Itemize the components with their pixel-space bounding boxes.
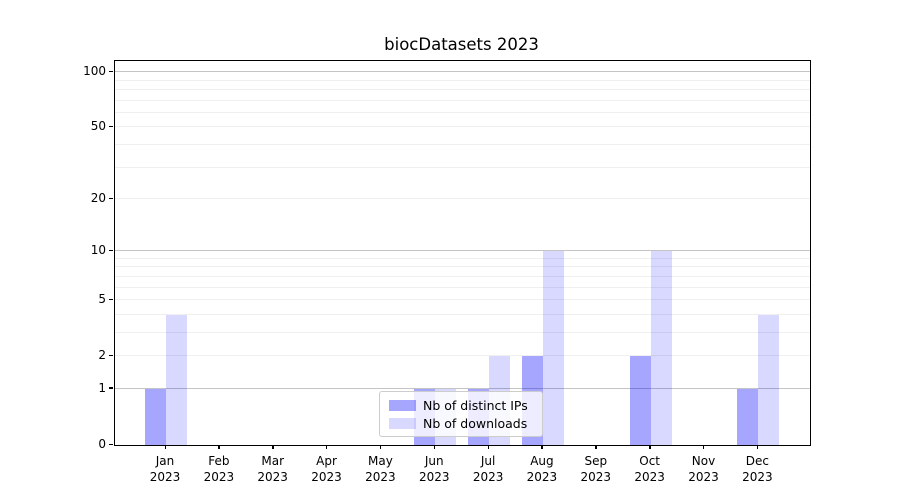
gridline-minor bbox=[115, 79, 810, 81]
x-tick-label: Oct 2023 bbox=[634, 454, 665, 484]
y-tick-label: 20 bbox=[90, 191, 106, 205]
y-tick-mark bbox=[109, 298, 113, 301]
x-tick-mark bbox=[218, 445, 220, 449]
x-tick-label: Jul 2023 bbox=[472, 454, 504, 484]
x-tick-mark bbox=[433, 445, 436, 449]
x-tick-label: Dec 2023 bbox=[742, 454, 773, 484]
y-tick-mark bbox=[109, 197, 113, 199]
legend-item-downloads: Nb of downloads bbox=[380, 416, 542, 431]
gridline-minor bbox=[115, 198, 810, 200]
gridline-minor bbox=[115, 286, 810, 288]
bar-distinct-ips bbox=[737, 389, 759, 445]
x-tick-label: May 2023 bbox=[365, 454, 396, 484]
gridline-minor bbox=[115, 266, 810, 268]
gridline-minor bbox=[115, 111, 810, 113]
x-tick-label: Mar 2023 bbox=[257, 454, 288, 484]
y-tick-mark bbox=[109, 70, 113, 72]
legend-swatch-distinct-ips bbox=[389, 399, 416, 411]
gridline-minor bbox=[115, 275, 810, 277]
legend-swatch-downloads bbox=[389, 417, 416, 429]
x-tick-label: Jan 2023 bbox=[149, 454, 181, 484]
x-tick-mark bbox=[756, 445, 759, 449]
gridline-minor bbox=[115, 143, 810, 145]
bar-distinct-ips bbox=[145, 389, 166, 445]
y-tick-mark bbox=[109, 249, 113, 252]
bar-downloads bbox=[650, 251, 672, 445]
gridline-minor bbox=[115, 166, 810, 168]
y-tick-label: 50 bbox=[90, 119, 106, 134]
x-tick-label: Jun 2023 bbox=[418, 454, 450, 484]
gridline-minor bbox=[115, 99, 810, 101]
y-tick-label: 100 bbox=[83, 64, 106, 79]
gridline-minor bbox=[115, 299, 810, 301]
x-tick-label: Nov 2023 bbox=[688, 454, 719, 484]
x-tick-label: Apr 2023 bbox=[311, 454, 342, 484]
y-tick-mark bbox=[109, 387, 113, 389]
gridline-minor bbox=[115, 355, 810, 357]
x-tick-label: Aug 2023 bbox=[526, 454, 558, 484]
legend: Nb of distinct IPs Nb of downloads bbox=[379, 391, 543, 437]
y-tick-label: 1 bbox=[98, 380, 106, 395]
gridline-major bbox=[115, 388, 810, 389]
plot-area: Nb of distinct IPs Nb of downloads bbox=[114, 60, 811, 446]
bar-downloads bbox=[542, 251, 564, 445]
bar-downloads bbox=[758, 315, 780, 445]
chart-title: biocDatasets 2023 bbox=[384, 35, 539, 54]
gridline-minor bbox=[115, 332, 810, 333]
y-tick-label: 2 bbox=[98, 348, 106, 363]
y-tick-mark bbox=[109, 443, 113, 445]
bar-distinct-ips bbox=[629, 356, 651, 445]
gridline-major bbox=[115, 250, 810, 252]
x-tick-mark bbox=[649, 445, 651, 449]
legend-item-distinct-ips: Nb of distinct IPs bbox=[380, 398, 542, 413]
legend-label-distinct-ips: Nb of distinct IPs bbox=[423, 397, 528, 413]
x-tick-mark bbox=[379, 445, 382, 449]
y-tick-mark bbox=[109, 354, 113, 357]
x-tick-mark bbox=[703, 445, 705, 449]
y-tick-mark bbox=[109, 125, 113, 128]
x-tick-mark bbox=[326, 445, 328, 449]
x-tick-mark bbox=[595, 445, 597, 449]
x-tick-label: Sep 2023 bbox=[580, 454, 612, 484]
x-tick-mark bbox=[541, 445, 543, 449]
x-tick-label: Feb 2023 bbox=[203, 454, 235, 484]
gridline-minor bbox=[115, 126, 810, 128]
gridline-major bbox=[115, 71, 810, 73]
gridline-minor bbox=[115, 313, 810, 315]
y-tick-label: 10 bbox=[90, 243, 106, 258]
gridline-minor bbox=[115, 257, 810, 259]
y-tick-label: 5 bbox=[98, 292, 106, 307]
gridline-minor bbox=[115, 88, 810, 90]
x-tick-mark bbox=[164, 445, 166, 449]
bar-downloads bbox=[166, 315, 187, 445]
x-tick-mark bbox=[272, 445, 274, 449]
x-tick-mark bbox=[487, 445, 489, 449]
y-tick-label: 0 bbox=[98, 437, 106, 451]
legend-label-downloads: Nb of downloads bbox=[423, 415, 528, 431]
